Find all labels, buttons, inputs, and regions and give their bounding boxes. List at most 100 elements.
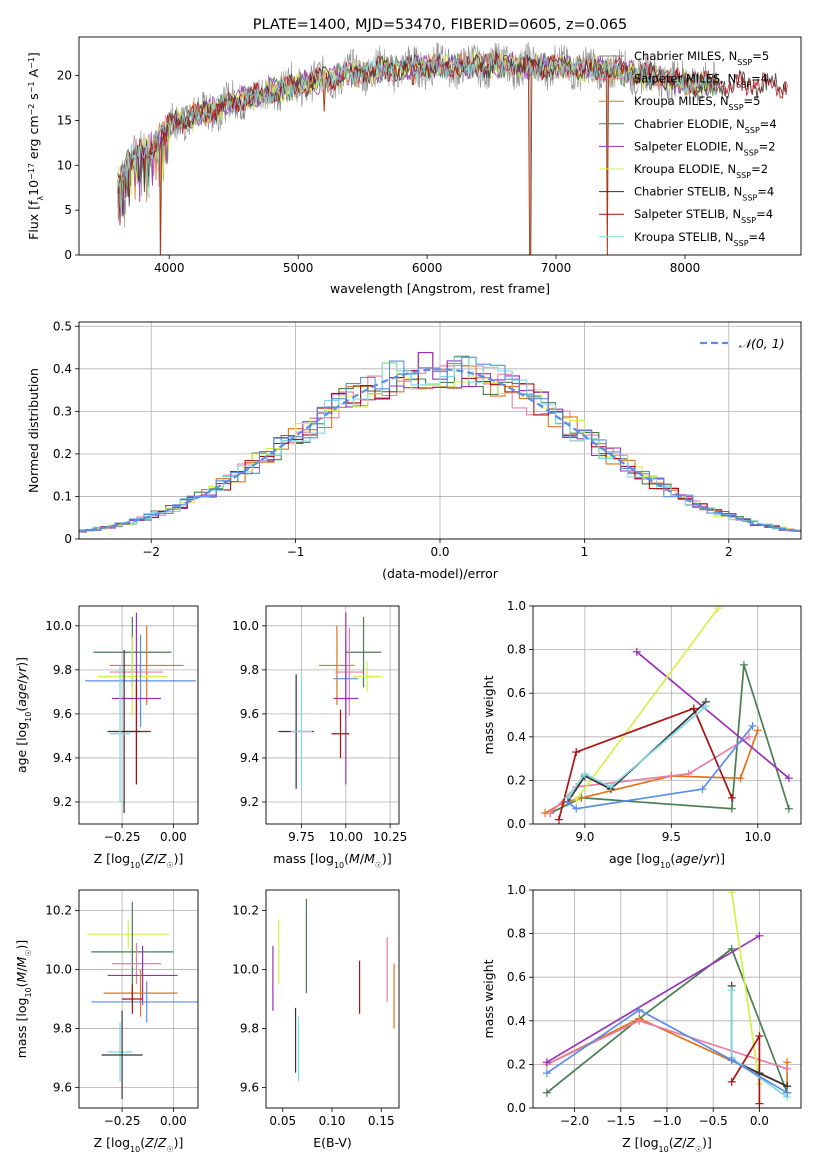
x-tick-label: −1 [287,545,305,559]
label-part: E(B-V) [313,1135,352,1150]
x-tick-label: 1 [581,545,589,559]
residuals-ylabel: Normed distribution [26,368,41,493]
y-tick-label: 9.4 [240,751,259,765]
mass_vs_z-ylabel: mass [log10(M/M☉)] [14,940,33,1059]
y-tick-label: 0.0 [507,1101,526,1115]
residuals-frame [78,321,802,540]
label-part: 10 [659,1145,669,1154]
y-tick-label: 10.0 [45,619,72,633]
legend-label: Salpeter MILES, NSSP=4 [634,72,768,90]
label-part: Salpeter MILES, N [634,72,736,86]
label-part: =2 [751,162,768,176]
mass_vs_ebv-frame [265,889,400,1109]
label-part: A [26,68,41,81]
y-tick-label: 15 [57,113,72,127]
x-tick-label: 0.0 [750,1114,769,1128]
label-part: =4 [757,185,774,199]
y-tick-label: 0.8 [507,927,526,941]
label-part: / [154,851,159,866]
y-tick-label: 0.4 [53,362,72,376]
y-tick-label: 9.8 [240,1021,259,1035]
x-tick-label: 5000 [283,261,314,275]
x-tick-label: 9.0 [575,830,594,844]
label-part: age [log [609,851,660,866]
label-part: Flux [f [26,200,41,240]
mass_vs_ebv-xlabel: E(B-V) [313,1135,352,1150]
mass_vs_ebv-axes: 0.05 0.10 0.15 9.6 9.8 10.0 10.2 [232,904,394,1128]
y-tick-label: 0.8 [507,643,526,657]
y-tick-label: 1.0 [507,599,526,613]
x-tick-label: 8000 [670,261,701,275]
label-part: ☉ [375,861,382,870]
legend-label: Chabrier MILES, NSSP=5 [634,49,769,67]
y-tick-label: 10 [57,158,72,172]
x-tick-label: 7000 [541,261,572,275]
y-tick-label: 9.8 [240,663,259,677]
label-part: =5 [752,49,769,63]
label-part: =4 [749,230,766,244]
label-part: M [349,851,360,866]
age_vs_mass-frame [265,605,400,825]
y-tick-label: 10.0 [232,963,259,977]
label-part: )] [14,940,29,950]
label-part: SSP [737,58,752,67]
x-tick-label: −0.25 [104,1114,141,1128]
label-part: mass [log [273,851,334,866]
y-tick-label: 5 [64,203,72,217]
x-tick-label: 10.25 [373,830,407,844]
y-tick-label: 9.8 [53,663,72,677]
y-tick-label: 10.0 [45,963,72,977]
legend-label: Kroupa ELODIE, NSSP=2 [634,162,768,180]
age_vs_z-xlabel: Z [log10(Z/Z☉)] [94,851,184,870]
legend-label: Salpeter STELIB, NSSP=4 [634,207,773,225]
label-part: M [364,851,375,866]
label-part: / [360,851,365,866]
label-part: 10 [130,1145,140,1154]
spectrum-axes: 4000 5000 6000 7000 8000 0 5 10 15 20 [57,69,701,275]
label-part: ☉ [24,949,33,956]
label-part: )] [702,1135,712,1150]
label-part: −1 [27,81,36,93]
legend-label: Chabrier ELODIE, NSSP=4 [634,117,777,135]
label-part: yr [14,666,29,680]
age_vs_z-axes: −0.25 0.00 9.2 9.4 9.6 9.8 10.0 [45,606,198,844]
label-part: ☉ [166,861,173,870]
label-part: Chabrier MILES, N [634,49,737,63]
residual-hist-7 [79,356,801,533]
label-part: M [14,956,29,967]
label-part: SSP [734,238,749,247]
label-part: )] [174,851,184,866]
x-tick-label: 0.10 [319,1114,346,1128]
mass_vs_z-points [87,901,198,1100]
label-part: Z [log [94,1135,130,1150]
weights_vs_z-ylabel: mass weight [481,959,496,1038]
label-part: =4 [760,117,777,131]
residual-hist-6 [79,356,801,534]
y-tick-label: 0.2 [507,1057,526,1071]
mass_vs_z-axes: −0.25 0.00 9.6 9.8 10.0 10.2 [45,890,198,1128]
label-part: SSP [742,193,757,202]
weights_vs_z-xlabel: Z [log10(Z/Z☉)] [622,1135,712,1154]
y-tick-label: 10.2 [45,904,72,918]
y-tick-label: 0.5 [53,319,72,333]
label-part: Salpeter ELODIE, N [634,139,744,153]
label-part: yr [702,851,716,866]
age_vs_mass-points [278,612,382,789]
label-part: 10 [26,180,41,196]
x-tick-label: 0.00 [160,830,187,844]
age_vs_z-ylabel: age [log10(age/yr)] [14,657,33,773]
x-tick-label: 0.0 [430,545,449,559]
x-tick-label: −1.0 [652,1114,681,1128]
weight-line-8 [546,1008,788,1094]
y-tick-label: 0.2 [53,447,72,461]
x-tick-label: 9.75 [288,830,315,844]
y-tick-label: 9.6 [240,1080,259,1094]
weight-line-3 [546,935,760,1063]
weight-line-7 [566,705,707,799]
label-part: ( [670,851,675,866]
label-part: Z [log [94,851,130,866]
x-tick-label: −1.5 [606,1114,635,1128]
x-tick-label: 0.00 [160,1114,187,1128]
x-tick-label: 10.00 [329,830,363,844]
